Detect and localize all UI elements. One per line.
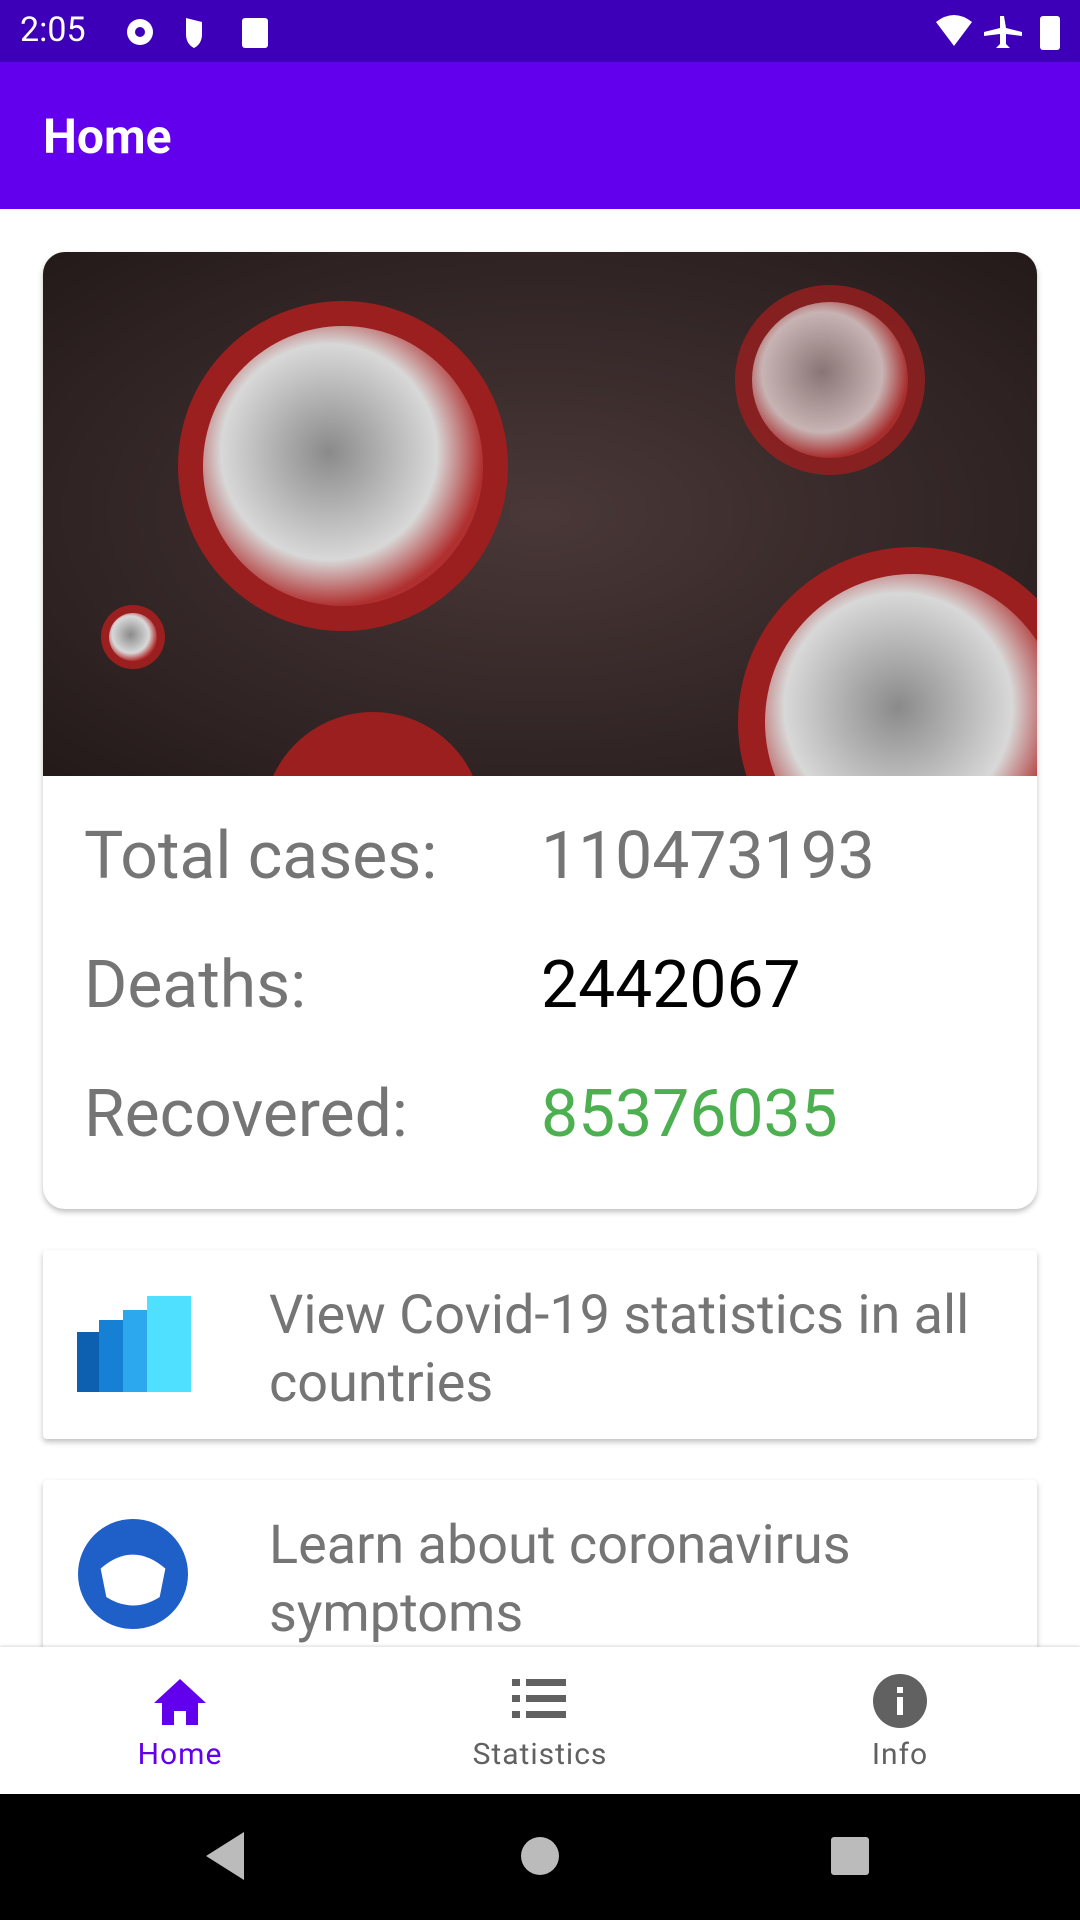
nav-label: Statistics bbox=[472, 1737, 608, 1772]
symptoms-card[interactable]: Learn about coronavirus symptoms bbox=[43, 1480, 1037, 1669]
nav-statistics[interactable]: Statistics bbox=[360, 1647, 720, 1794]
stat-value: 2442067 bbox=[541, 947, 801, 1024]
stat-label: Deaths: bbox=[84, 947, 307, 1024]
app-title: Home bbox=[43, 108, 172, 165]
system-buttons bbox=[206, 1832, 869, 1880]
system-nav-bar bbox=[0, 1794, 1080, 1920]
summary-card: Total cases: 110473193 Deaths: 2442067 Recov… bbox=[43, 252, 1037, 1209]
virus-image bbox=[43, 252, 1037, 776]
status-icons bbox=[127, 18, 268, 48]
status-bar: 2:05 bbox=[0, 0, 1080, 62]
stat-label: Total cases: bbox=[84, 818, 438, 895]
info-icon bbox=[873, 1674, 927, 1728]
stat-label: Recovered: bbox=[84, 1076, 408, 1153]
home-icon bbox=[154, 1679, 206, 1725]
nav-label: Home bbox=[137, 1737, 223, 1772]
status-time: 2:05 bbox=[20, 10, 86, 50]
list-icon bbox=[512, 1679, 566, 1718]
mask-icon bbox=[78, 1519, 188, 1629]
nav-home[interactable]: Home bbox=[0, 1647, 360, 1794]
bottom-nav: Home Statistics Info bbox=[0, 1647, 1080, 1794]
app-bar: Home bbox=[0, 62, 1080, 209]
nav-info[interactable]: Info bbox=[720, 1647, 1080, 1794]
status-right-icons bbox=[936, 15, 1060, 50]
chart-icon bbox=[77, 1296, 191, 1392]
nav-label: Info bbox=[871, 1737, 929, 1772]
statistics-card[interactable]: View Covid-19 statistics in all countrie… bbox=[43, 1250, 1037, 1439]
stat-value: 85376035 bbox=[541, 1076, 838, 1153]
card-text: Learn about coronavirus symptoms bbox=[269, 1514, 851, 1645]
card-text: View Covid-19 statistics in all countrie… bbox=[269, 1284, 970, 1415]
stat-value: 110473193 bbox=[541, 818, 875, 895]
